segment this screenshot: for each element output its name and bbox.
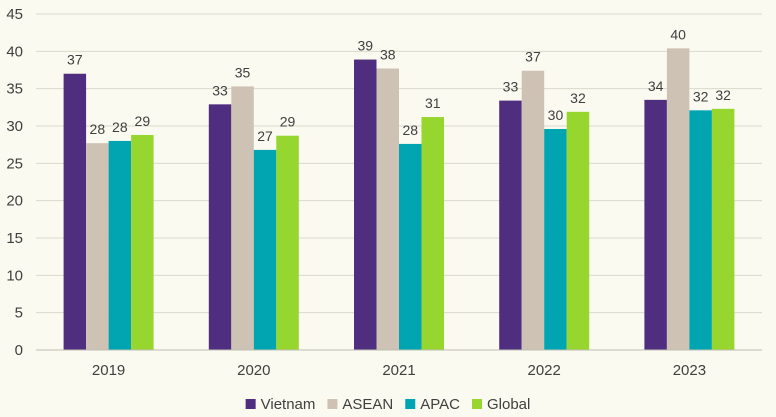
data-label-asean-2022: 37 [525,49,541,65]
x-tick-label: 2021 [382,362,415,379]
data-label-asean-2023: 40 [670,26,686,42]
bar-apac-2020 [253,149,277,350]
legend-item-apac: APAC [405,396,460,413]
legend-item-vietnam: Vietnam [245,396,316,413]
data-label-vietnam-2021: 39 [357,38,373,54]
bar-vietnam-2021 [354,59,377,351]
data-label-global-2023: 32 [715,87,731,103]
legend-swatch [405,399,416,409]
bar-apac-2021 [399,143,422,350]
legend-label: Global [487,396,530,413]
legend-item-asean: ASEAN [327,396,393,413]
bar-asean-2023 [666,48,690,350]
bar-apac-2019 [108,140,132,350]
x-tick-label: 2022 [528,362,561,379]
bar-global-2019 [131,134,154,350]
data-label-vietnam-2022: 33 [503,79,519,95]
data-label-asean-2019: 28 [90,121,106,137]
x-tick-label: 2019 [92,362,125,379]
y-tick-label: 5 [15,305,23,322]
bar-asean-2022 [521,70,545,350]
bar-vietnam-2023 [644,99,667,350]
y-tick-label: 15 [6,230,23,247]
bar-global-2021 [421,117,444,350]
data-label-vietnam-2020: 33 [212,82,228,98]
data-label-vietnam-2023: 34 [648,78,664,94]
bars [63,48,735,351]
bar-vietnam-2022 [499,100,522,350]
legend-item-global: Global [472,396,530,413]
legend-swatch [245,399,256,409]
y-tick-label: 35 [6,81,23,98]
bar-vietnam-2019 [63,73,87,350]
bar-vietnam-2020 [208,104,232,350]
data-label-apac-2021: 28 [402,122,418,138]
data-label-global-2020: 29 [280,114,296,130]
data-label-global-2019: 29 [135,113,151,129]
bar-global-2022 [566,111,590,351]
y-tick-label: 40 [6,43,23,60]
data-label-apac-2020: 27 [257,128,273,144]
x-tick-label: 2023 [673,362,706,379]
legend-swatch [472,399,482,409]
data-labels: 37 28 28 29 33 35 27 29 39 38 28 31 33 37 30 32 34 40 32 32 [67,26,731,144]
x-tick-label: 2020 [237,362,270,379]
data-label-global-2021: 31 [425,95,441,111]
y-tick-label: 20 [6,193,23,210]
y-tick-label: 25 [6,155,23,172]
data-label-apac-2023: 32 [693,88,709,104]
legend: Vietnam ASEAN APAC Global [245,396,530,413]
data-label-apac-2019: 28 [112,119,128,135]
legend-swatch [327,399,338,409]
bar-apac-2022 [544,128,567,350]
axes: 0 5 10 15 20 25 30 35 40 45 2019 2020 2021 2022 2023 [6,6,762,379]
bar-apac-2023 [689,110,712,350]
data-label-apac-2022: 30 [548,107,564,123]
y-tick-label: 0 [15,342,23,359]
data-label-vietnam-2019: 37 [67,52,83,68]
legend-label: ASEAN [342,396,393,413]
y-tick-label: 45 [6,6,23,23]
bar-asean-2020 [231,86,254,350]
bar-global-2020 [276,135,299,350]
data-label-global-2022: 32 [570,90,586,106]
y-tick-label: 30 [6,118,23,135]
bar-global-2023 [711,108,735,351]
legend-label: Vietnam [261,396,316,413]
data-label-asean-2020: 35 [235,64,251,80]
bar-asean-2019 [86,143,109,350]
legend-label: APAC [420,396,460,413]
y-tick-label: 10 [6,267,23,284]
data-label-asean-2021: 38 [380,47,396,63]
bar-asean-2021 [376,68,399,351]
